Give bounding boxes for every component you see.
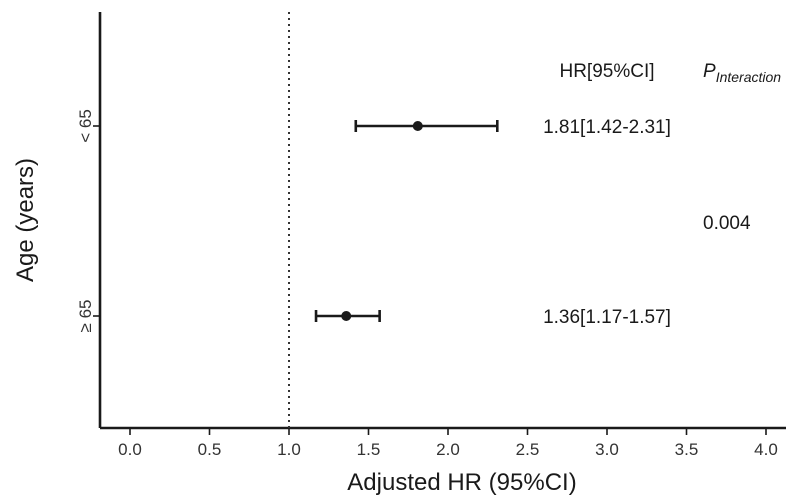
plot-axes	[98, 12, 786, 430]
x-tick-label-8: 4.0	[754, 440, 778, 459]
x-tick-label-2: 1.0	[277, 440, 301, 459]
y-tick-label-0: < 65	[76, 109, 95, 143]
hr-values: 1.81[1.42-2.31] 1.36[1.17-1.57]	[543, 117, 671, 328]
x-tick-label-1: 0.5	[198, 440, 222, 459]
y-tick-label-1: ≥ 65	[76, 300, 95, 333]
hr-column-header: HR[95%CI]	[559, 61, 654, 82]
p-interaction-header: PInteraction	[703, 61, 781, 85]
y-axis-title: Age (years)	[12, 158, 39, 282]
hr-value-0: 1.81[1.42-2.31]	[543, 117, 671, 138]
hr-point-1	[341, 311, 352, 321]
y-axis-ticks: < 65 ≥ 65	[76, 109, 100, 332]
x-tick-label-4: 2.0	[436, 440, 460, 459]
estimates	[314, 120, 499, 322]
hr-point-0	[412, 121, 423, 131]
p-header-sub: Interaction	[716, 69, 782, 85]
hr-value-1: 1.36[1.17-1.57]	[543, 307, 671, 328]
x-axis-ticks: 0.0 0.5 1.0 1.5 2.0 2.5 3.0 3.5 4.0	[118, 428, 778, 459]
x-tick-label-3: 1.5	[357, 440, 381, 459]
p-header-main: P	[703, 61, 716, 82]
x-tick-label-0: 0.0	[118, 440, 142, 459]
x-axis-title: Adjusted HR (95%CI)	[347, 469, 576, 496]
x-tick-label-5: 2.5	[516, 440, 540, 459]
x-tick-label-7: 3.5	[675, 440, 699, 459]
x-tick-label-6: 3.0	[595, 440, 619, 459]
p-interaction-value: 0.004	[703, 213, 751, 234]
